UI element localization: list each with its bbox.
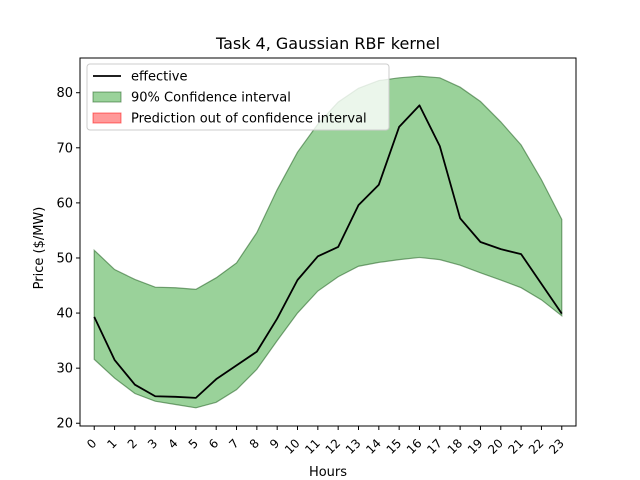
y-tick-label: 20 [56, 417, 73, 432]
x-axis-label: Hours [309, 465, 347, 480]
y-axis-label: Price ($/MW) [32, 207, 47, 290]
y-tick-label: 40 [56, 307, 73, 322]
y-tick-label: 30 [56, 362, 73, 377]
effective-line [93, 104, 563, 399]
y-tick-label: 80 [56, 86, 73, 101]
legend-swatch-confidence [92, 91, 122, 103]
y-tick-label: 50 [56, 251, 73, 266]
legend: effective 90% Confidence interval Predicti… [86, 63, 390, 131]
legend-box [86, 63, 390, 131]
y-tick-label: 70 [56, 141, 73, 156]
plot-area [93, 75, 563, 409]
plot-frame [79, 57, 577, 427]
legend-label: effective [131, 70, 188, 85]
chart-title: Task 4, Gaussian RBF kernel [215, 34, 440, 53]
legend-label: 90% Confidence interval [131, 91, 291, 106]
legend-swatch-out-of-interval [92, 112, 122, 124]
confidence-band [93, 75, 563, 409]
y-tick-label: 60 [56, 196, 73, 211]
legend-label: Prediction out of confidence interval [131, 112, 367, 127]
